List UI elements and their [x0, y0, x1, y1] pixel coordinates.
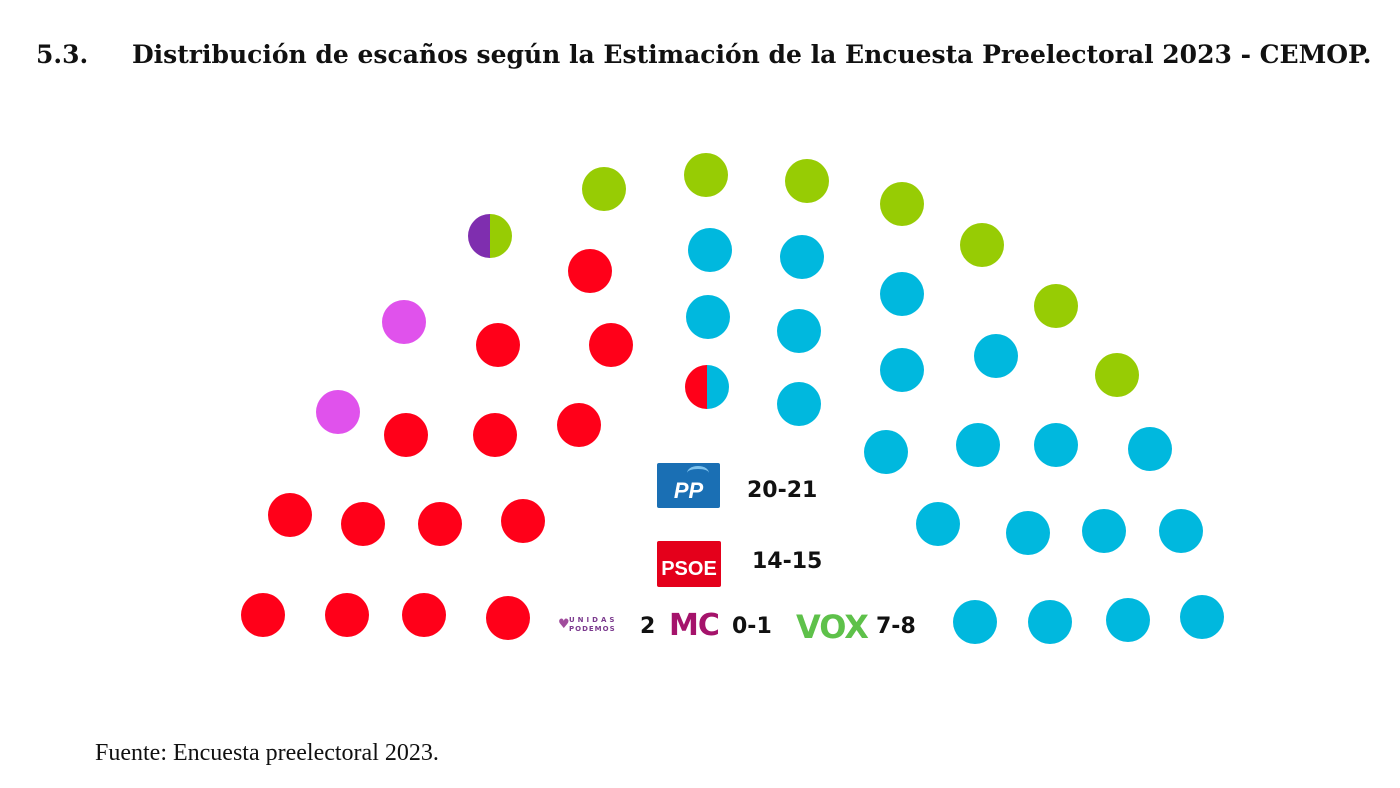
seat-pp [1082, 509, 1126, 553]
seat-pp [1006, 511, 1050, 555]
seat-pp [956, 423, 1000, 467]
seat-pp [1128, 427, 1172, 471]
chart-heading: 5.3. Distribución de escaños según la Est… [36, 40, 1371, 69]
seat-vox [1095, 353, 1139, 397]
seat-pp [780, 235, 824, 279]
vox-seat-range: 7-8 [876, 614, 916, 639]
seat-pp [974, 334, 1018, 378]
seat-vox [785, 159, 829, 203]
podemos-logo: ♥ UNIDAS PODEMOS [558, 616, 618, 633]
podemos-seat-count: 2 [640, 614, 656, 639]
seat-pp [686, 295, 730, 339]
seat-psoe [568, 249, 612, 293]
seat-vox [684, 153, 728, 197]
seat-vox [582, 167, 626, 211]
seat-pp [864, 430, 908, 474]
seat-pp [1106, 598, 1150, 642]
seat-mc-vox [468, 214, 512, 258]
seat-vox [1034, 284, 1078, 328]
seat-psoe [402, 593, 446, 637]
vox-logo: VOX [796, 608, 869, 646]
heart-icon: ♥ [558, 617, 570, 632]
psoe-seat-range: 14-15 [752, 549, 823, 574]
seat-psoe [473, 413, 517, 457]
chart-title: Distribución de escaños según la Estimac… [132, 40, 1372, 69]
seat-psoe [476, 323, 520, 367]
seat-pp [880, 272, 924, 316]
seat-pp [953, 600, 997, 644]
seat-psoe [384, 413, 428, 457]
seat-pp [777, 309, 821, 353]
seat-psoe [589, 323, 633, 367]
mc-seat-range: 0-1 [732, 614, 772, 639]
seat-pp [1034, 423, 1078, 467]
seat-psoe-pp [685, 365, 729, 409]
seat-pp [777, 382, 821, 426]
source-note: Fuente: Encuesta preelectoral 2023. [95, 740, 439, 766]
seat-psoe [486, 596, 530, 640]
seat-podemos [382, 300, 426, 344]
mc-logo: MC [669, 608, 720, 643]
seat-psoe [341, 502, 385, 546]
psoe-logo: PSOE [657, 541, 721, 587]
seat-psoe [241, 593, 285, 637]
seat-psoe [557, 403, 601, 447]
seat-podemos [316, 390, 360, 434]
seat-pp [1180, 595, 1224, 639]
seat-psoe [418, 502, 462, 546]
seat-pp [1028, 600, 1072, 644]
seat-pp [880, 348, 924, 392]
pp-seat-range: 20-21 [747, 478, 818, 503]
seat-pp [688, 228, 732, 272]
seat-pp [916, 502, 960, 546]
seat-pp [1159, 509, 1203, 553]
seat-vox [960, 223, 1004, 267]
seat-vox [880, 182, 924, 226]
seat-psoe [268, 493, 312, 537]
pp-logo: PP [657, 463, 720, 508]
seat-psoe [325, 593, 369, 637]
section-number: 5.3. [36, 40, 89, 69]
seat-psoe [501, 499, 545, 543]
